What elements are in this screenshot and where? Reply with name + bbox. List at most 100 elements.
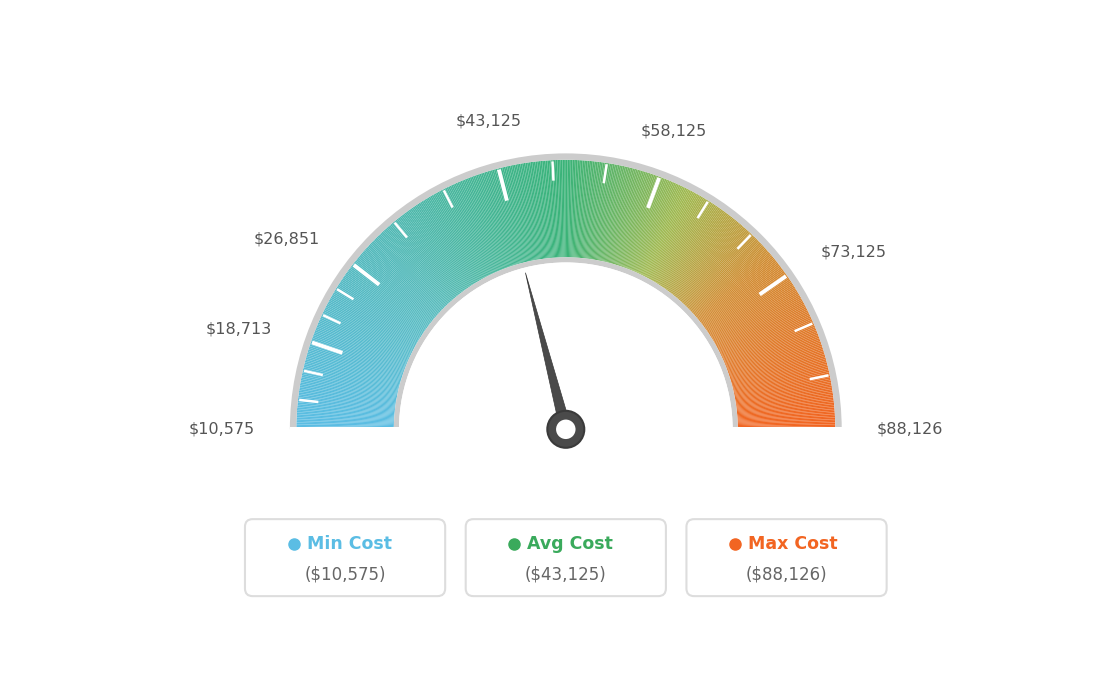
Wedge shape <box>583 161 595 258</box>
Wedge shape <box>420 201 474 285</box>
Wedge shape <box>297 419 394 424</box>
Wedge shape <box>327 304 414 351</box>
Wedge shape <box>306 356 401 384</box>
Wedge shape <box>639 186 682 274</box>
Wedge shape <box>502 167 527 262</box>
Wedge shape <box>417 204 471 286</box>
Wedge shape <box>500 168 526 262</box>
Wedge shape <box>473 176 508 268</box>
Wedge shape <box>329 299 415 347</box>
Wedge shape <box>467 178 503 269</box>
Wedge shape <box>339 282 422 336</box>
Wedge shape <box>402 215 463 293</box>
Wedge shape <box>503 167 528 262</box>
Wedge shape <box>707 275 788 332</box>
Wedge shape <box>351 266 429 326</box>
Wedge shape <box>594 164 612 260</box>
Wedge shape <box>342 278 424 333</box>
Wedge shape <box>725 330 817 367</box>
Wedge shape <box>296 426 394 428</box>
Wedge shape <box>320 317 410 359</box>
Wedge shape <box>655 199 708 283</box>
Text: $58,125: $58,125 <box>640 123 707 138</box>
Wedge shape <box>728 339 820 373</box>
Wedge shape <box>299 386 396 402</box>
Wedge shape <box>539 161 550 258</box>
Wedge shape <box>449 186 492 274</box>
Wedge shape <box>307 354 401 382</box>
Wedge shape <box>737 407 835 416</box>
Wedge shape <box>432 195 481 280</box>
Wedge shape <box>513 165 533 261</box>
Wedge shape <box>728 337 819 371</box>
Wedge shape <box>707 274 787 331</box>
Wedge shape <box>412 208 468 288</box>
Wedge shape <box>638 185 680 274</box>
Wedge shape <box>512 165 532 261</box>
Wedge shape <box>723 321 814 361</box>
Wedge shape <box>296 424 394 427</box>
Wedge shape <box>406 211 465 290</box>
FancyBboxPatch shape <box>466 519 666 596</box>
Wedge shape <box>723 322 814 362</box>
Wedge shape <box>705 271 785 329</box>
Wedge shape <box>612 170 639 264</box>
Wedge shape <box>613 170 641 264</box>
Wedge shape <box>574 160 581 257</box>
Wedge shape <box>732 362 827 388</box>
Wedge shape <box>646 190 692 277</box>
Wedge shape <box>302 372 397 394</box>
Wedge shape <box>737 409 835 417</box>
Wedge shape <box>460 181 499 271</box>
Wedge shape <box>736 394 834 408</box>
Wedge shape <box>328 301 415 348</box>
Wedge shape <box>672 217 734 295</box>
Wedge shape <box>737 416 835 422</box>
Polygon shape <box>526 273 571 431</box>
Wedge shape <box>482 172 513 266</box>
Wedge shape <box>403 213 463 292</box>
Wedge shape <box>692 246 765 313</box>
Wedge shape <box>721 311 809 355</box>
Wedge shape <box>358 256 434 319</box>
Wedge shape <box>302 369 399 392</box>
Wedge shape <box>599 165 619 261</box>
Wedge shape <box>510 165 531 261</box>
Wedge shape <box>373 240 444 309</box>
Wedge shape <box>735 387 832 404</box>
Text: Max Cost: Max Cost <box>749 535 838 553</box>
Wedge shape <box>716 298 802 346</box>
Wedge shape <box>736 392 832 406</box>
Wedge shape <box>446 187 490 275</box>
Wedge shape <box>596 164 615 260</box>
Wedge shape <box>520 164 538 260</box>
Wedge shape <box>712 286 795 339</box>
Wedge shape <box>340 281 423 335</box>
Wedge shape <box>297 413 394 420</box>
Wedge shape <box>694 250 768 315</box>
Wedge shape <box>312 335 405 370</box>
Wedge shape <box>688 240 758 309</box>
Wedge shape <box>644 189 690 277</box>
Wedge shape <box>300 380 396 400</box>
Wedge shape <box>680 227 745 301</box>
Wedge shape <box>490 170 519 264</box>
Wedge shape <box>331 295 416 344</box>
FancyBboxPatch shape <box>687 519 887 596</box>
Wedge shape <box>737 413 835 420</box>
Wedge shape <box>426 198 477 282</box>
Wedge shape <box>299 387 396 404</box>
Wedge shape <box>582 161 593 258</box>
Wedge shape <box>702 266 781 326</box>
Wedge shape <box>304 364 399 388</box>
Wedge shape <box>734 371 829 393</box>
Wedge shape <box>379 234 447 306</box>
Wedge shape <box>299 388 396 404</box>
Wedge shape <box>383 230 449 303</box>
Wedge shape <box>487 171 517 265</box>
Wedge shape <box>297 411 394 419</box>
Wedge shape <box>542 161 552 258</box>
Wedge shape <box>710 284 794 337</box>
Wedge shape <box>290 153 841 429</box>
Wedge shape <box>571 160 576 257</box>
